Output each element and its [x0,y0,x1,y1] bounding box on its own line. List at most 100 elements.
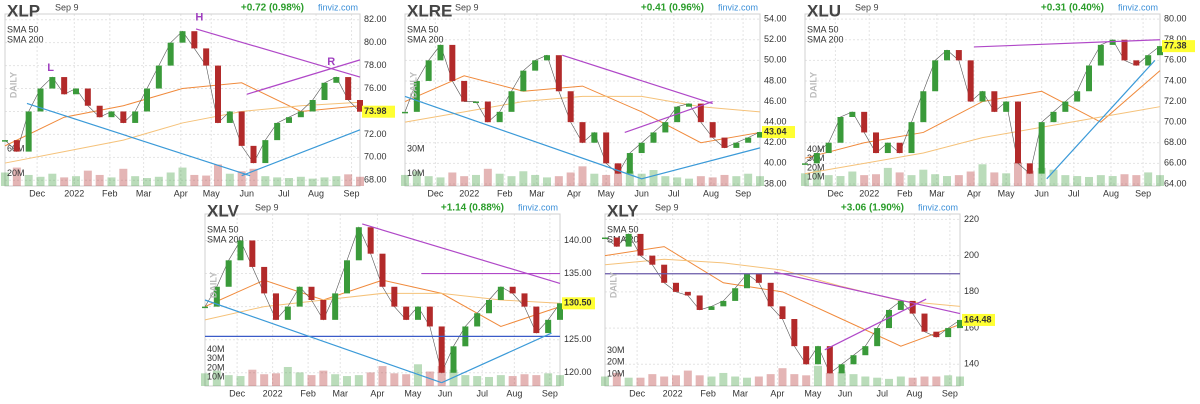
candle [779,306,786,320]
candle [450,346,457,373]
change: +0.41 (0.96%) [641,3,704,14]
candle [425,60,432,81]
candle [461,80,468,102]
candle [979,91,986,102]
volume-bar [872,174,880,186]
y2-tick-label: 20M [807,162,825,172]
volume-bar [273,177,282,186]
legend-entry: SMA 50 [807,24,839,34]
price-line [804,39,1161,175]
y-tick-label: 80.00 [364,37,387,47]
candle [155,65,162,89]
candle [673,282,679,292]
y-tick-label: 80.00 [1164,14,1187,24]
volume-bar [802,375,811,386]
y2-tick-label: 20M [7,168,25,178]
candle [603,132,610,164]
volume-bar [214,164,222,186]
trendline [773,271,961,315]
x-tick-label: Dec [29,188,46,198]
candle [167,42,174,66]
candle [733,142,740,148]
volume-bar [944,375,953,386]
x-tick-label: Mar [732,388,748,398]
candle [802,163,808,165]
x-tick-label: Aug [1103,188,1119,198]
x-tick-label: Dec [629,388,646,398]
candle [862,346,869,356]
candle [496,111,503,123]
trendline [195,28,361,78]
last-price-label: 77.38 [1164,41,1187,51]
annotation: L [47,62,54,74]
trendline [441,332,552,384]
volume-bar [1,172,9,186]
last-price-box [362,105,395,118]
last-price-box [762,126,795,139]
y-tick-label: 40.00 [764,158,787,168]
legend-entry: SMA 200 [207,234,244,244]
candle [215,65,221,123]
volume-bar [566,172,575,186]
change: +0.31 (0.40%) [1041,3,1104,14]
candle [320,300,327,320]
y2-tick-label: 40M [807,144,825,154]
volume-bar [1025,170,1034,186]
trendline [26,102,251,177]
candle [662,122,669,133]
candle [615,163,621,174]
last-price-box [562,297,595,310]
volume-bar [1049,169,1058,186]
trendline [624,100,713,134]
candle [484,101,491,123]
volume-bar [790,374,799,386]
volume-bar [943,176,951,186]
y-tick-label: 50.00 [764,55,787,65]
volume-bar [414,364,422,386]
volume-bar [236,376,245,386]
last-price-label: 73.98 [364,106,387,116]
last-price-label: 130.50 [564,298,592,308]
candle [37,88,44,112]
volume-bar [437,366,446,386]
x-tick-label: Apr [967,188,981,198]
volume-bar [201,373,209,386]
chart-panel: 64.00 66.00 68.00 70.00 72.00 74.00 76.00 78.00… [801,1,1195,198]
volume-bar [166,172,175,186]
candle [745,137,752,143]
candle [957,319,963,329]
y-tick-label: 140 [964,359,979,369]
candle [625,233,632,247]
candle [897,300,904,310]
legend-entry: SMA 200 [407,34,444,44]
x-tick-label: Jun [438,388,453,398]
trendline [974,39,1161,48]
candle [757,132,763,138]
y-tick-label: 38.00 [764,178,787,188]
y-tick-label: 72.00 [364,129,387,139]
candle [508,91,515,112]
volume-bar [308,178,317,186]
volume-bar [672,375,680,386]
legend-entry: SMA 50 [407,24,439,34]
candle [438,326,445,373]
date: Sep 9 [255,202,279,212]
y2-tick-label: 10M [407,168,425,178]
x-tick-label: Sep [735,188,751,198]
candle [532,60,539,71]
x-tick-label: Feb [897,188,913,198]
candle [202,306,208,309]
volume-bar [883,167,892,186]
date: Sep 9 [55,2,79,12]
candle [813,153,820,164]
chart-panel: 68.0070.0072.0074.0076.0078.0080.0082.00… [1,1,395,198]
x-tick-label: Dec [427,188,444,198]
candle [250,145,257,164]
sma-line [804,106,1161,175]
candle [850,355,857,365]
volume-bar [237,171,246,186]
side-label: DAILY [408,72,418,98]
volume-bar [1073,176,1082,186]
volume-bar [401,174,409,186]
volume-bar [719,372,728,386]
